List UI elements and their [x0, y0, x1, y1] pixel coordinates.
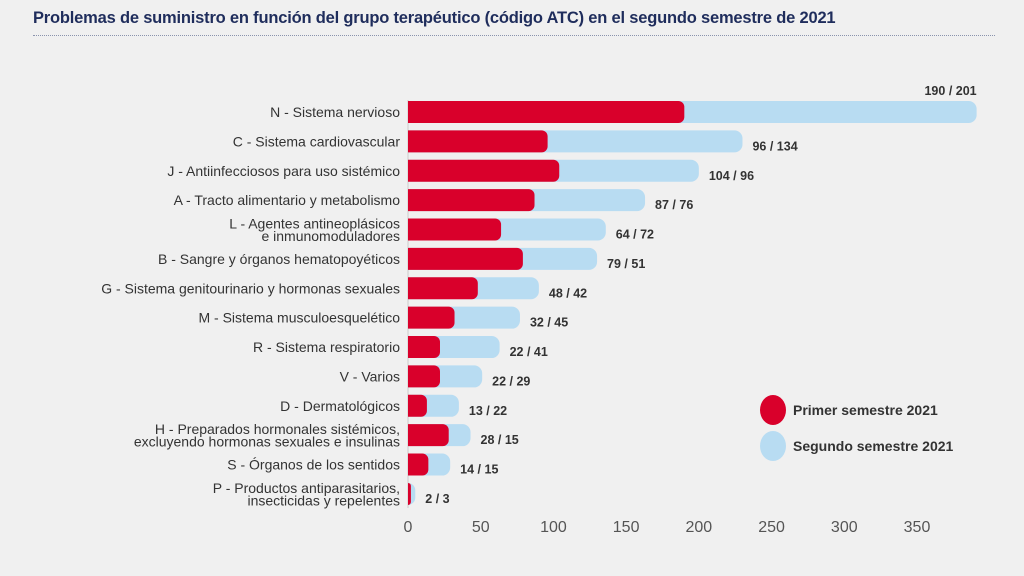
data-label: 79 / 51 [607, 257, 645, 271]
category-label: R - Sistema respiratorio [253, 339, 400, 355]
category-label: e inmunomoduladores [261, 228, 400, 244]
bar-primer-semestre [408, 482, 411, 505]
data-label: 48 / 42 [549, 286, 587, 300]
category-label: insecticidas y repelentes [247, 492, 400, 508]
data-label: 64 / 72 [616, 228, 654, 242]
legend-swatch [760, 431, 786, 461]
data-label: 2 / 3 [425, 492, 449, 506]
category-label: D - Dermatológicos [280, 398, 400, 414]
chart-title: Problemas de suministro en función del g… [33, 9, 836, 27]
category-label: J - Antiinfecciosos para uso sistémico [167, 163, 400, 179]
category-label: B - Sangre y órganos hematopoyéticos [158, 251, 400, 267]
bar-primer-semestre [408, 189, 535, 212]
bar-primer-semestre [408, 277, 478, 300]
x-tick-label: 0 [404, 519, 413, 536]
data-label: 96 / 134 [752, 139, 797, 153]
legend-label: Segundo semestre 2021 [793, 438, 954, 454]
bar-primer-semestre [408, 218, 502, 241]
bar-primer-semestre [408, 306, 455, 329]
x-tick-label: 300 [831, 519, 858, 536]
bar-primer-semestre [408, 424, 449, 447]
bar-primer-semestre [408, 101, 685, 123]
category-label: L - Agentes antineoplásicos [229, 216, 400, 232]
x-tick-label: 150 [613, 519, 640, 536]
bar-primer-semestre [408, 453, 429, 476]
x-tick-label: 50 [472, 519, 490, 536]
category-label: H - Preparados hormonales sistémicos, [155, 421, 400, 437]
data-label: 87 / 76 [655, 198, 693, 212]
x-tick-label: 200 [686, 519, 713, 536]
category-label: excluyendo hormonas sexuales e insulinas [134, 434, 400, 450]
x-tick-label: 100 [540, 519, 567, 536]
x-tick-label: 350 [904, 519, 931, 536]
bar-primer-semestre [408, 394, 427, 417]
category-label: S - Órganos de los sentidos [227, 457, 400, 473]
title-divider [33, 35, 995, 36]
bar-primer-semestre [408, 336, 440, 359]
bar-primer-semestre [408, 159, 560, 182]
data-label: 104 / 96 [709, 169, 754, 183]
category-label: C - Sistema cardiovascular [233, 133, 401, 149]
bar-primer-semestre [408, 130, 548, 153]
legend-swatch [760, 395, 786, 425]
legend-label: Primer semestre 2021 [793, 402, 938, 418]
data-label: 190 / 201 [924, 84, 976, 98]
data-label: 22 / 29 [492, 374, 530, 388]
data-label: 14 / 15 [460, 463, 498, 477]
category-label: P - Productos antiparasitarios, [213, 480, 400, 496]
bar-primer-semestre [408, 247, 523, 270]
data-label: 32 / 45 [530, 316, 568, 330]
category-label: N - Sistema nervioso [270, 104, 400, 120]
category-label: M - Sistema musculoesquelético [198, 310, 400, 326]
data-label: 22 / 41 [510, 345, 548, 359]
data-label: 28 / 15 [481, 433, 519, 447]
category-label: G - Sistema genitourinario y hormonas se… [101, 280, 400, 296]
bar-primer-semestre [408, 365, 440, 388]
category-label: V - Varios [340, 368, 400, 384]
x-tick-label: 250 [758, 519, 785, 536]
data-label: 13 / 22 [469, 404, 507, 418]
category-label: A - Tracto alimentario y metabolismo [174, 192, 401, 208]
